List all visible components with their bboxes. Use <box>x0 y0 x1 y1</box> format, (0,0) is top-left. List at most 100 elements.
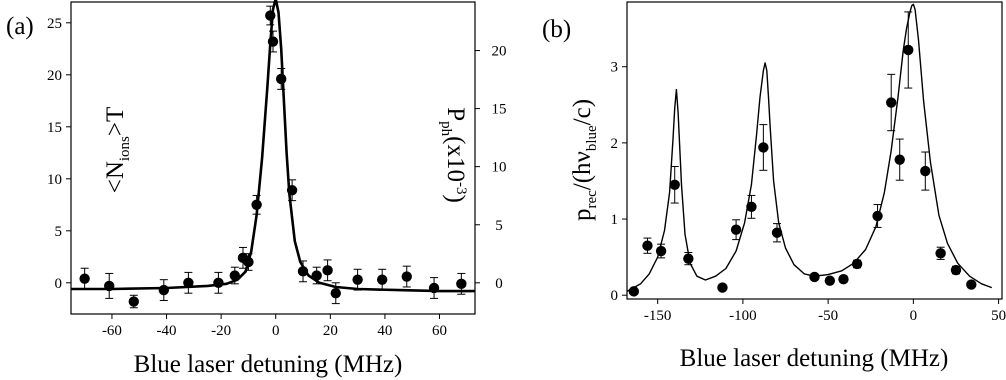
panel-a-data-point <box>267 36 279 47</box>
panel-b-chart: (b) -150 -100 -50 0 50 0 1 2 3 Blue laser detun… <box>542 1 1006 372</box>
panel-a-y-tick-label: 25 <box>47 16 62 32</box>
panel-a-right-y-tick-label: 20 <box>492 44 507 60</box>
panel-a-chart: (a) -60 -40 -20 0 20 40 60 0 5 10 15 20 25 0 5 10 15 20… <box>6 0 507 378</box>
panel-a-x-tick-label: -40 <box>157 323 177 339</box>
panel-b-data-point <box>872 210 883 222</box>
panel-b-data-point <box>894 154 905 165</box>
panel-a-x-tick-label: 60 <box>432 323 447 339</box>
panel-a-data-point <box>213 277 224 288</box>
panel-a-data-point <box>251 199 262 210</box>
panel-b-data-point <box>683 253 694 264</box>
panel-a-data-point <box>265 10 276 21</box>
panel-b-y-axis-title: prec/(hνblue/c) <box>569 99 600 221</box>
panel-a-data-point <box>229 270 240 281</box>
panel-a-plot-frame <box>70 1 476 315</box>
panel-a-data-point <box>428 282 440 294</box>
panel-b-plot-frame <box>626 1 1003 300</box>
panel-a-data-point <box>128 296 139 307</box>
panel-a-left-y-title-main: <N <box>102 161 129 193</box>
panel-a-y-tick-label: 0 <box>55 276 63 292</box>
panel-a-data-point <box>183 277 194 288</box>
panel-b-y-axis: 0 1 2 3 <box>611 60 627 304</box>
panel-a-data-point <box>376 274 388 285</box>
panel-b-data-point <box>838 274 849 285</box>
panel-a-right-y-tick-label: 15 <box>492 102 507 118</box>
panel-b-x-tick-label: 0 <box>910 308 918 324</box>
panel-b-y-title-tail: /c) <box>569 99 596 125</box>
panel-b-data-point <box>920 165 931 177</box>
panel-b-data-point <box>824 275 836 286</box>
panel-a-right-y-tick-label: 5 <box>495 218 503 234</box>
panel-a-x-tick-label: 0 <box>272 323 280 339</box>
panel-b-x-tick-label: -150 <box>644 308 672 324</box>
panel-a-data-point <box>297 266 309 277</box>
panel-b-data-point <box>950 264 962 276</box>
panel-b-data-point <box>642 240 653 251</box>
panel-a-right-y-title-tail: (x10 <box>442 136 469 182</box>
panel-b-data-point <box>730 224 742 235</box>
panel-a-label: (a) <box>6 13 34 40</box>
panel-b-y-title-mid: /(hν <box>569 151 596 190</box>
panel-a-data-point <box>104 280 115 292</box>
panel-a-data-point <box>243 256 254 268</box>
panel-a-data-point <box>158 284 170 296</box>
panel-a-right-y-title-close: ) <box>442 194 469 202</box>
panel-a-x-axis-title: Blue laser detuning (MHz) <box>134 351 403 378</box>
panel-b-data-point <box>669 179 680 190</box>
panel-a-right-y-axis-title: Pph(x10-3) <box>438 107 469 203</box>
panel-a-y-tick-label: 20 <box>47 68 62 84</box>
panel-b-label: (b) <box>542 16 571 43</box>
panel-a-x-tick-label: 40 <box>377 323 392 339</box>
panel-a-data-points <box>79 5 467 309</box>
panel-b-x-tick-label: 50 <box>991 308 1006 324</box>
panel-b-y-title-main: p <box>569 209 596 222</box>
panel-b-x-axis-title: Blue laser detuning (MHz) <box>680 345 949 372</box>
panel-b-data-point <box>935 248 946 259</box>
panel-b-y-title-sub2: blue <box>584 125 600 151</box>
panel-b-y-tick-label: 3 <box>611 60 619 76</box>
panel-b-data-point <box>628 286 640 297</box>
panel-a-data-point <box>401 271 412 282</box>
panel-a-left-y-title-tail: >T <box>102 107 129 136</box>
panel-b-y-tick-label: 0 <box>611 288 619 304</box>
panel-b-x-axis: -150 -100 -50 0 50 <box>644 299 1006 324</box>
panel-b-data-point <box>771 227 783 238</box>
panel-a-data-point <box>352 274 363 285</box>
panel-a-right-y-tick-label: 0 <box>495 276 503 292</box>
panel-a-data-point <box>322 265 333 276</box>
panel-a-data-point <box>79 273 90 284</box>
panel-a-x-axis: -60 -40 -20 0 20 40 60 <box>102 314 447 339</box>
panel-a-data-point <box>311 270 322 281</box>
panel-b-data-point <box>758 142 769 153</box>
panel-a-data-point <box>275 73 287 85</box>
panel-a-right-y-title-sub: ph <box>438 121 454 137</box>
panel-b-data-point <box>966 279 977 290</box>
panel-a-y-tick-label: 15 <box>47 120 62 136</box>
panel-a-right-y-tick-label: 10 <box>492 160 507 176</box>
panel-b-data-point <box>851 258 863 270</box>
panel-a-data-point <box>330 288 341 299</box>
panel-b-fit-line <box>626 3 993 293</box>
panel-a-left-y-axis-title: <Nions>T <box>102 107 133 194</box>
panel-a-fit-line <box>71 0 475 293</box>
panel-b-fit-curve <box>626 3 993 293</box>
panel-a-right-y-title-main: P <box>442 107 469 121</box>
panel-a-x-tick-label: 20 <box>323 323 338 339</box>
panel-a-y-tick-label: 10 <box>47 172 62 188</box>
panel-a-left-y-axis: 0 5 10 15 20 25 <box>47 16 71 292</box>
panel-b-data-point <box>746 201 757 213</box>
panel-a-data-point <box>286 185 298 196</box>
panel-b-y-tick-label: 2 <box>611 136 619 152</box>
panel-a-x-tick-label: -60 <box>102 323 122 339</box>
panel-a-left-y-title-sub: ions <box>117 136 133 161</box>
panel-a-y-tick-label: 5 <box>55 224 63 240</box>
panel-b-y-title-sub: rec <box>584 190 600 209</box>
panel-b-data-point <box>809 271 820 283</box>
panel-b-y-tick-label: 1 <box>611 212 619 228</box>
panel-b-x-tick-label: -50 <box>818 308 838 324</box>
panel-b-x-tick-label: -100 <box>729 308 757 324</box>
panel-b-data-point <box>886 97 897 108</box>
panel-b-data-points <box>628 11 977 297</box>
panel-a-x-tick-label: -20 <box>211 323 231 339</box>
